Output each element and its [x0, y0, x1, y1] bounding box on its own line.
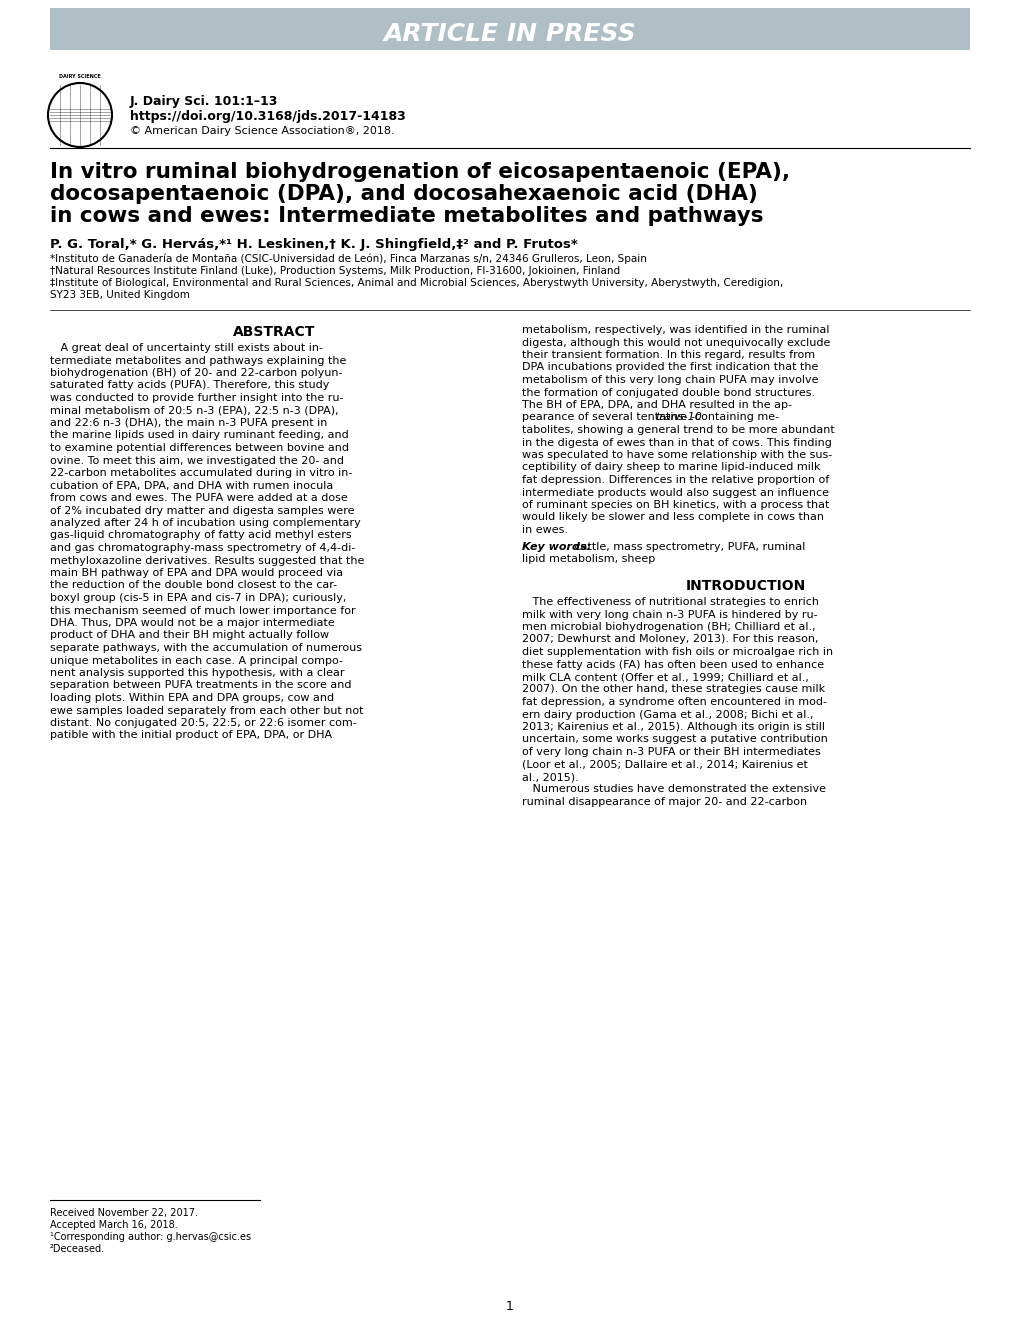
Text: The effectiveness of nutritional strategies to enrich: The effectiveness of nutritional strateg…: [522, 597, 818, 607]
Text: DAIRY SCIENCE: DAIRY SCIENCE: [59, 74, 101, 79]
Text: nent analysis supported this hypothesis, with a clear: nent analysis supported this hypothesis,…: [50, 668, 344, 678]
Text: © American Dairy Science Association®, 2018.: © American Dairy Science Association®, 2…: [129, 125, 394, 136]
Text: biohydrogenation (BH) of 20- and 22-carbon polyun-: biohydrogenation (BH) of 20- and 22-carb…: [50, 368, 342, 378]
Text: The BH of EPA, DPA, and DHA resulted in the ap-: The BH of EPA, DPA, and DHA resulted in …: [522, 400, 791, 411]
Text: al., 2015).: al., 2015).: [522, 772, 578, 781]
Text: distant. No conjugated 20:5, 22:5, or 22:6 isomer com-: distant. No conjugated 20:5, 22:5, or 22…: [50, 718, 357, 729]
Text: 2007; Dewhurst and Moloney, 2013). For this reason,: 2007; Dewhurst and Moloney, 2013). For t…: [522, 635, 817, 644]
Text: was speculated to have some relationship with the sus-: was speculated to have some relationship…: [522, 450, 832, 459]
Text: their transient formation. In this regard, results from: their transient formation. In this regar…: [522, 350, 814, 360]
Text: loading plots. Within EPA and DPA groups, cow and: loading plots. Within EPA and DPA groups…: [50, 693, 334, 704]
Text: 1: 1: [505, 1300, 514, 1313]
Text: patible with the initial product of EPA, DPA, or DHA: patible with the initial product of EPA,…: [50, 730, 332, 741]
Text: product of DHA and their BH might actually follow: product of DHA and their BH might actual…: [50, 631, 329, 640]
Text: milk CLA content (Offer et al., 1999; Chilliard et al.,: milk CLA content (Offer et al., 1999; Ch…: [522, 672, 808, 682]
Text: saturated fatty acids (PUFA). Therefore, this study: saturated fatty acids (PUFA). Therefore,…: [50, 380, 329, 391]
Text: in the digesta of ewes than in that of cows. This finding: in the digesta of ewes than in that of c…: [522, 437, 832, 447]
Text: pearance of several tentative: pearance of several tentative: [522, 412, 690, 422]
Text: ern dairy production (Gama et al., 2008; Bichi et al.,: ern dairy production (Gama et al., 2008;…: [522, 710, 813, 719]
Text: †Natural Resources Institute Finland (Luke), Production Systems, Milk Production: †Natural Resources Institute Finland (Lu…: [50, 267, 620, 276]
Text: intermediate products would also suggest an influence: intermediate products would also suggest…: [522, 487, 828, 498]
Text: Numerous studies have demonstrated the extensive: Numerous studies have demonstrated the e…: [522, 784, 825, 795]
Text: boxyl group (cis-5 in EPA and cis-7 in DPA); curiously,: boxyl group (cis-5 in EPA and cis-7 in D…: [50, 593, 346, 603]
Text: of very long chain n-3 PUFA or their BH intermediates: of very long chain n-3 PUFA or their BH …: [522, 747, 820, 756]
Text: separate pathways, with the accumulation of numerous: separate pathways, with the accumulation…: [50, 643, 362, 653]
Text: the marine lipids used in dairy ruminant feeding, and: the marine lipids used in dairy ruminant…: [50, 430, 348, 441]
Text: ABSTRACT: ABSTRACT: [232, 325, 315, 339]
Text: INTRODUCTION: INTRODUCTION: [685, 579, 805, 593]
Text: men microbial biohydrogenation (BH; Chilliard et al.,: men microbial biohydrogenation (BH; Chil…: [522, 622, 815, 632]
Text: in ewes.: in ewes.: [522, 525, 568, 535]
Text: from cows and ewes. The PUFA were added at a dose: from cows and ewes. The PUFA were added …: [50, 492, 347, 503]
Text: https://doi.org/10.3168/jds.2017-14183: https://doi.org/10.3168/jds.2017-14183: [129, 110, 406, 123]
Text: DPA incubations provided the first indication that the: DPA incubations provided the first indic…: [522, 363, 817, 372]
Text: would likely be slower and less complete in cows than: would likely be slower and less complete…: [522, 512, 823, 523]
Text: tabolites, showing a general trend to be more abundant: tabolites, showing a general trend to be…: [522, 425, 834, 436]
Text: gas-liquid chromatography of fatty acid methyl esters: gas-liquid chromatography of fatty acid …: [50, 531, 352, 540]
Text: lipid metabolism, sheep: lipid metabolism, sheep: [522, 554, 654, 564]
Text: digesta, although this would not unequivocally exclude: digesta, although this would not unequiv…: [522, 338, 829, 347]
Text: diet supplementation with fish oils or microalgae rich in: diet supplementation with fish oils or m…: [522, 647, 833, 657]
Text: main BH pathway of EPA and DPA would proceed via: main BH pathway of EPA and DPA would pro…: [50, 568, 342, 578]
Text: (Loor et al., 2005; Dallaire et al., 2014; Kairenius et: (Loor et al., 2005; Dallaire et al., 201…: [522, 759, 807, 770]
Text: 2013; Kairenius et al., 2015). Although its origin is still: 2013; Kairenius et al., 2015). Although …: [522, 722, 824, 733]
Text: ‡Institute of Biological, Environmental and Rural Sciences, Animal and Microbial: ‡Institute of Biological, Environmental …: [50, 279, 783, 288]
Text: in cows and ewes: Intermediate metabolites and pathways: in cows and ewes: Intermediate metabolit…: [50, 206, 763, 226]
Text: DHA. Thus, DPA would not be a major intermediate: DHA. Thus, DPA would not be a major inte…: [50, 618, 334, 628]
Text: metabolism of this very long chain PUFA may involve: metabolism of this very long chain PUFA …: [522, 375, 817, 385]
Text: In vitro ruminal biohydrogenation of eicosapentaenoic (EPA),: In vitro ruminal biohydrogenation of eic…: [50, 162, 790, 182]
Text: of 2% incubated dry matter and digesta samples were: of 2% incubated dry matter and digesta s…: [50, 506, 355, 516]
Text: of ruminant species on BH kinetics, with a process that: of ruminant species on BH kinetics, with…: [522, 500, 828, 510]
Text: *Instituto de Ganadería de Montaña (CSIC-Universidad de León), Finca Marzanas s/: *Instituto de Ganadería de Montaña (CSIC…: [50, 253, 646, 264]
Text: ceptibility of dairy sheep to marine lipid-induced milk: ceptibility of dairy sheep to marine lip…: [522, 462, 819, 473]
Text: -containing me-: -containing me-: [691, 412, 779, 422]
Text: Received November 22, 2017.: Received November 22, 2017.: [50, 1208, 198, 1218]
Text: SY23 3EB, United Kingdom: SY23 3EB, United Kingdom: [50, 290, 190, 300]
Text: minal metabolism of 20:5 n-3 (EPA), 22:5 n-3 (DPA),: minal metabolism of 20:5 n-3 (EPA), 22:5…: [50, 405, 338, 416]
Text: this mechanism seemed of much lower importance for: this mechanism seemed of much lower impo…: [50, 606, 356, 615]
Text: ²Deceased.: ²Deceased.: [50, 1243, 105, 1254]
Text: metabolism, respectively, was identified in the ruminal: metabolism, respectively, was identified…: [522, 325, 828, 335]
Text: docosapentaenoic (DPA), and docosahexaenoic acid (DHA): docosapentaenoic (DPA), and docosahexaen…: [50, 183, 757, 205]
Text: trans-10: trans-10: [655, 412, 702, 422]
Text: 22-carbon metabolites accumulated during in vitro in-: 22-carbon metabolites accumulated during…: [50, 469, 352, 478]
Text: uncertain, some works suggest a putative contribution: uncertain, some works suggest a putative…: [522, 734, 827, 744]
Text: ¹Corresponding author: g.hervas@csic.es: ¹Corresponding author: g.hervas@csic.es: [50, 1232, 251, 1242]
Text: unique metabolites in each case. A principal compo-: unique metabolites in each case. A princ…: [50, 656, 342, 665]
Text: ovine. To meet this aim, we investigated the 20- and: ovine. To meet this aim, we investigated…: [50, 455, 343, 466]
Text: ARTICLE IN PRESS: ARTICLE IN PRESS: [383, 22, 636, 46]
Text: A great deal of uncertainty still exists about in-: A great deal of uncertainty still exists…: [50, 343, 323, 352]
Text: fat depression, a syndrome often encountered in mod-: fat depression, a syndrome often encount…: [522, 697, 826, 708]
Text: milk with very long chain n-3 PUFA is hindered by ru-: milk with very long chain n-3 PUFA is hi…: [522, 610, 817, 619]
Text: analyzed after 24 h of incubation using complementary: analyzed after 24 h of incubation using …: [50, 517, 361, 528]
Text: cattle, mass spectrometry, PUFA, ruminal: cattle, mass spectrometry, PUFA, ruminal: [571, 541, 805, 552]
Text: separation between PUFA treatments in the score and: separation between PUFA treatments in th…: [50, 681, 352, 690]
Text: J. Dairy Sci. 101:1–13: J. Dairy Sci. 101:1–13: [129, 95, 278, 108]
Text: termediate metabolites and pathways explaining the: termediate metabolites and pathways expl…: [50, 355, 346, 366]
Text: was conducted to provide further insight into the ru-: was conducted to provide further insight…: [50, 393, 343, 403]
Text: P. G. Toral,* G. Hervás,*¹ H. Leskinen,† K. J. Shingfield,‡² and P. Frutos*: P. G. Toral,* G. Hervás,*¹ H. Leskinen,†…: [50, 238, 577, 251]
FancyBboxPatch shape: [50, 8, 969, 50]
Text: the formation of conjugated double bond structures.: the formation of conjugated double bond …: [522, 388, 814, 397]
Text: and gas chromatography-mass spectrometry of 4,4-di-: and gas chromatography-mass spectrometry…: [50, 543, 355, 553]
Text: and 22:6 n-3 (DHA), the main n-3 PUFA present in: and 22:6 n-3 (DHA), the main n-3 PUFA pr…: [50, 418, 327, 428]
Text: Key words:: Key words:: [522, 541, 591, 552]
Text: methyloxazoline derivatives. Results suggested that the: methyloxazoline derivatives. Results sug…: [50, 556, 364, 565]
Text: these fatty acids (FA) has often been used to enhance: these fatty acids (FA) has often been us…: [522, 660, 823, 669]
Text: the reduction of the double bond closest to the car-: the reduction of the double bond closest…: [50, 581, 337, 590]
Text: to examine potential differences between bovine and: to examine potential differences between…: [50, 444, 348, 453]
Text: cubation of EPA, DPA, and DHA with rumen inocula: cubation of EPA, DPA, and DHA with rumen…: [50, 480, 333, 491]
Text: Accepted March 16, 2018.: Accepted March 16, 2018.: [50, 1220, 177, 1230]
Text: ewe samples loaded separately from each other but not: ewe samples loaded separately from each …: [50, 705, 363, 715]
Text: 2007). On the other hand, these strategies cause milk: 2007). On the other hand, these strategi…: [522, 685, 824, 694]
Text: fat depression. Differences in the relative proportion of: fat depression. Differences in the relat…: [522, 475, 828, 484]
Text: ruminal disappearance of major 20- and 22-carbon: ruminal disappearance of major 20- and 2…: [522, 797, 806, 807]
